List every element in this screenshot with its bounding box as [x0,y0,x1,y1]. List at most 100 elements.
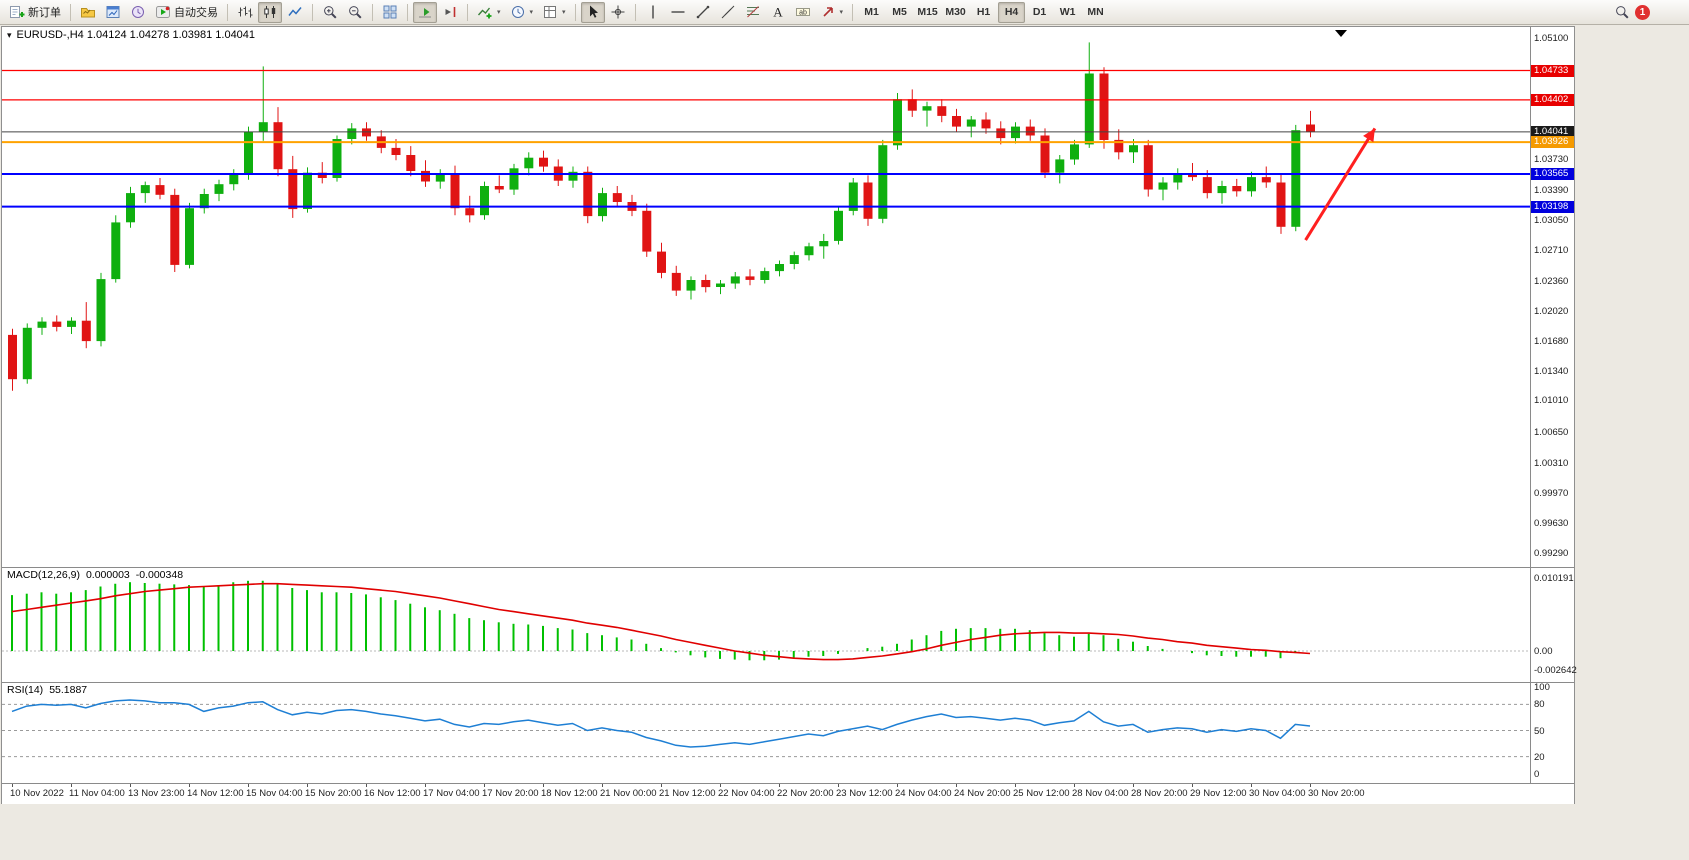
chart-window: ▾ EURUSD-,H4 1.04124 1.04278 1.03981 1.0… [1,26,1577,804]
time-axis-tick [720,784,721,787]
time-axis-tick [248,784,249,787]
price-axis[interactable]: 1.05100 1.03730 1.03390 1.03050 1.02710 1.023… [1530,27,1574,567]
auto-scroll-button[interactable] [413,1,437,23]
zoom-in-icon [324,6,337,19]
time-axis-tick [71,784,72,787]
vertical-line-button[interactable] [641,2,665,23]
cursor-icon [589,5,598,18]
time-axis-label: 18 Nov 12:00 [541,788,598,799]
price-tag: 1.04402 [1531,93,1574,106]
auto-trading-button[interactable]: 自动交易 [151,2,222,23]
data-window-button[interactable] [126,2,150,23]
timeframe-m15-button[interactable]: M15 [917,6,938,18]
time-axis-label: 17 Nov 20:00 [482,788,539,799]
price-tag: 1.04041 [1531,125,1574,138]
time-axis-tick [1074,784,1075,787]
trend-arrow-annotation [1304,127,1377,241]
macd-name: MACD(12,26,9) [7,569,80,581]
time-axis-tick [1015,784,1016,787]
toolbar-separator [467,3,468,21]
time-axis-tick [366,784,367,787]
price-axis-tick: 1.02710 [1534,244,1569,256]
rsi-axis[interactable]: 100 80 50 20 0 [1530,682,1574,783]
time-axis-label: 22 Nov 04:00 [718,788,775,799]
arrows-button[interactable]: ▾ [816,2,848,23]
zoom-in-button[interactable] [318,2,342,23]
macd-signal-value: -0.000348 [135,569,184,581]
data-window-icon [132,6,144,18]
time-axis-label: 16 Nov 12:00 [364,788,421,799]
time-axis-label: 11 Nov 04:00 [69,788,125,799]
zoom-out-button[interactable] [343,2,367,23]
toolbar-separator [70,3,71,21]
macd-axis[interactable]: 0.010191 0.00 -0.002642 [1530,568,1577,682]
chevron-down-icon: ▾ [529,9,534,16]
new-order-button[interactable]: 新订单 [5,2,65,23]
trendline-button[interactable] [691,2,715,23]
candlestick-chart-button[interactable] [258,1,282,23]
time-axis-label: 14 Nov 12:00 [187,788,244,799]
bar-chart-button[interactable] [233,2,257,23]
timeframe-d1-button[interactable]: D1 [1032,6,1047,18]
toolbar-separator [574,3,576,21]
channel-button[interactable] [716,2,740,23]
timeframe-w1-button[interactable]: W1 [1059,6,1076,18]
rsi-panel: RSI(14) 55.1887 100 80 50 20 0 [2,682,1574,784]
price-axis-tick: 1.00650 [1534,427,1569,439]
toolbar-separator [227,3,228,21]
cursor-button[interactable] [580,1,605,23]
market-watch-button[interactable] [101,2,125,23]
candlestick-chart-icon [264,6,276,18]
timeframe-m30-button[interactable]: M30 [945,6,966,18]
search-icon [1616,6,1629,19]
profiles-button[interactable] [76,2,100,23]
horizontal-line-button[interactable] [666,2,690,23]
time-axis-tick [1310,784,1311,787]
time-axis-label: 25 Nov 12:00 [1013,788,1070,799]
horizontal-line-icon [671,11,685,13]
time-axis-tick [1133,784,1134,787]
crosshair-button[interactable] [606,2,630,23]
chart-shift-button[interactable] [438,2,462,23]
periods-button[interactable]: ▾ [506,2,538,23]
tile-windows-button[interactable] [378,2,402,23]
rsi-chart[interactable] [2,683,1530,784]
one-click-trading-arrow-icon[interactable]: ▾ [7,29,12,40]
text-button[interactable]: A [766,2,790,23]
line-chart-button[interactable] [283,2,307,23]
fibonacci-button[interactable] [741,2,765,23]
time-axis[interactable]: 10 Nov 2022 11 Nov 04:00 13 Nov 23:00 14 No… [2,784,1574,804]
macd-axis-tick: -0.002642 [1534,664,1577,676]
price-tag: 1.03926 [1531,136,1574,149]
timeframe-h4-button[interactable]: H4 [998,1,1026,23]
macd-chart[interactable] [2,568,1530,683]
text-icon: A [773,5,783,20]
timeframe-mn-button[interactable]: MN [1087,6,1104,18]
time-axis-tick [307,784,308,787]
time-axis-label: 13 Nov 23:00 [128,788,185,799]
price-axis-tick: 1.01680 [1534,336,1569,348]
chart-shift-marker-icon [1335,30,1347,37]
time-axis-tick [838,784,839,787]
macd-axis-tick: 0.010191 [1534,573,1574,584]
timeframe-m1-button[interactable]: M1 [864,6,879,18]
notification-badge[interactable]: 1 [1635,4,1650,20]
text-label-button[interactable]: ab [791,2,815,23]
time-axis-tick [484,784,485,787]
tile-windows-icon [383,5,397,19]
price-axis-tick: 0.99630 [1534,517,1569,529]
time-axis-label: 28 Nov 20:00 [1131,788,1188,799]
timeframe-h1-button[interactable]: H1 [976,6,991,18]
price-axis-tick: 0.99970 [1534,487,1569,499]
search-button[interactable] [1610,2,1634,23]
time-axis-label: 28 Nov 04:00 [1072,788,1129,799]
templates-button[interactable]: ▾ [538,2,570,23]
price-chart[interactable] [2,27,1530,568]
timeframe-m5-button[interactable]: M5 [892,6,907,18]
time-axis-label: 29 Nov 12:00 [1190,788,1247,799]
indicators-button[interactable]: ▾ [473,2,505,23]
crosshair-icon [611,5,625,19]
time-axis-tick [897,784,898,787]
price-axis-tick: 1.00310 [1534,457,1569,469]
price-axis-tick: 1.03050 [1534,214,1569,226]
